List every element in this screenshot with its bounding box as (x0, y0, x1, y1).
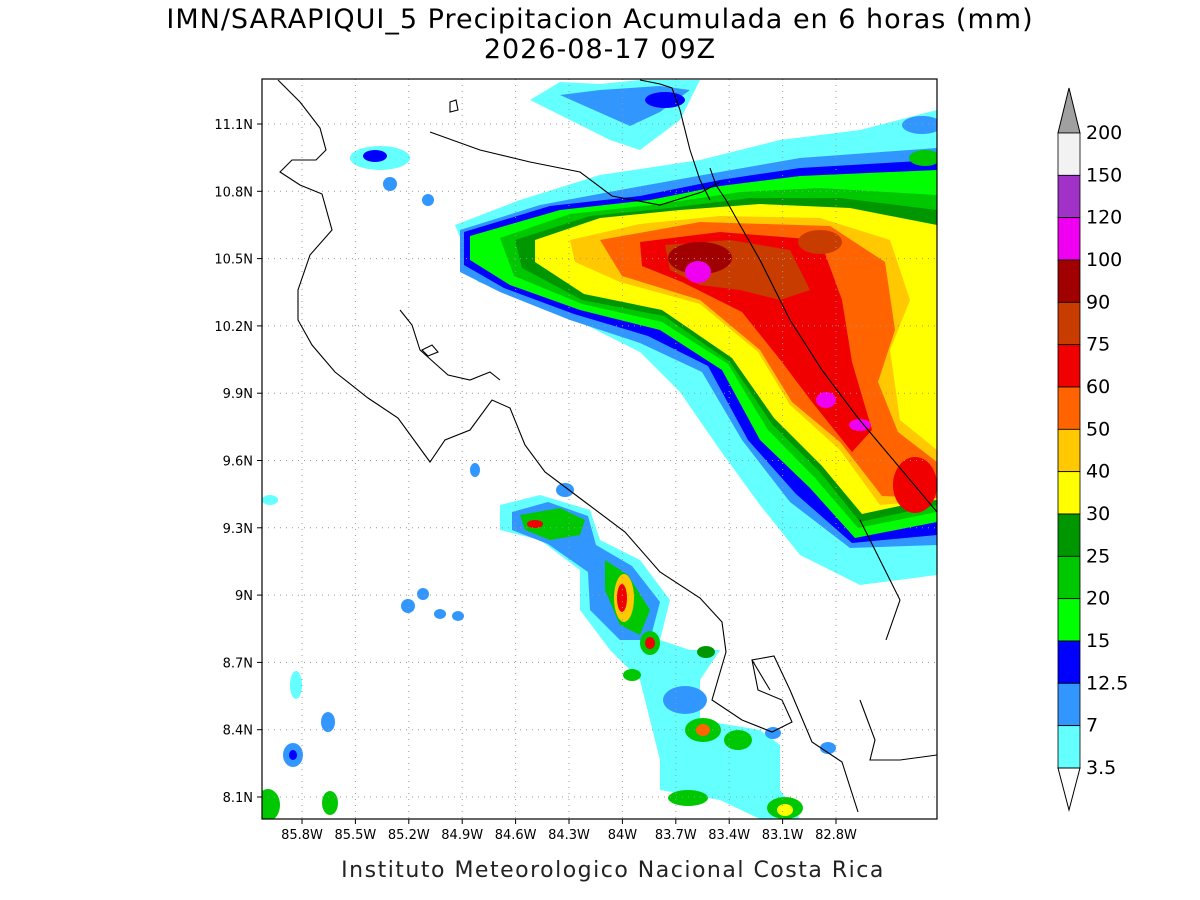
x-tick-label: 85.5W (334, 828, 376, 843)
y-tick-label: 10.2N (214, 320, 253, 335)
colorbar-box (1057, 386, 1081, 430)
colorbar-box (1057, 259, 1081, 303)
y-tick-label: 11.1N (214, 118, 253, 133)
colorbar-box (1057, 513, 1081, 557)
colorbar-label: 7 (1086, 715, 1098, 737)
colorbar-under (1057, 767, 1081, 812)
y-tick-label: 9N (235, 589, 253, 604)
colorbar-box (1057, 598, 1081, 642)
x-tick-label: 84.3W (548, 828, 590, 843)
colorbar-box (1057, 682, 1081, 727)
footer: Instituto Meteorologico Nacional Costa R… (341, 858, 885, 883)
colorbar: 200 150 120 100 90 75 60 50 40 30 25 20 15 12.5 7 3.5 (1057, 87, 1128, 812)
colorbar-label: 12.5 (1086, 672, 1128, 694)
title: IMN/SARAPIQUI_5 Precipitacion Acumulada … (166, 4, 1033, 35)
y-tick-label: 8.7N (223, 656, 253, 671)
colorbar-over (1057, 87, 1081, 134)
colorbar-label: 60 (1086, 376, 1110, 398)
colorbar-box (1057, 344, 1081, 388)
x-tick-label: 83.1W (762, 828, 804, 843)
x-tick-label: 85.2W (388, 828, 430, 843)
x-tick-label: 83.4W (708, 828, 750, 843)
colorbar-label: 200 (1086, 122, 1122, 144)
colorbar-box (1057, 217, 1081, 261)
colorbar-label: 3.5 (1086, 757, 1116, 779)
colorbar-box (1057, 555, 1081, 600)
y-tick-label: 9.9N (223, 387, 253, 402)
x-tick-label: 85.8W (281, 828, 323, 843)
colorbar-box (1057, 640, 1081, 684)
colorbar-label: 40 (1086, 461, 1110, 483)
colorbar-label: 150 (1086, 164, 1122, 186)
subtitle: 2026-08-17 09Z (484, 34, 716, 65)
colorbar-label: 90 (1086, 291, 1110, 313)
y-tick-label: 9.6N (223, 455, 253, 470)
colorbar-box (1057, 471, 1081, 515)
colorbar-box (1057, 725, 1081, 769)
colorbar-box (1057, 428, 1081, 473)
y-tick-label: 8.4N (223, 724, 253, 739)
colorbar-label: 15 (1086, 630, 1110, 652)
map-frame (261, 78, 938, 820)
colorbar-label: 50 (1086, 418, 1110, 440)
colorbar-label: 25 (1086, 545, 1110, 567)
colorbar-label: 20 (1086, 588, 1110, 610)
y-tick-label: 9.3N (223, 522, 253, 537)
precipitation-field (262, 80, 937, 819)
y-tick-label: 10.8N (214, 185, 253, 200)
x-tick-label: 84.9W (441, 828, 483, 843)
y-tick-label: 8.1N (223, 791, 253, 806)
colorbar-label: 30 (1086, 503, 1110, 525)
colorbar-label: 75 (1086, 334, 1110, 356)
x-tick-label: 84.6W (495, 828, 537, 843)
colorbar-box (1057, 301, 1081, 346)
coastlines (277, 79, 937, 813)
colorbar-label: 100 (1086, 249, 1122, 271)
colorbar-box (1057, 132, 1081, 176)
axis-labels: 85.8W 85.5W 85.2W 84.9W 84.6W 84.3W 84W 83.7W 83… (214, 118, 857, 843)
colorbar-label: 120 (1086, 207, 1122, 229)
y-tick-label: 10.5N (214, 253, 253, 268)
colorbar-box (1057, 174, 1081, 219)
x-tick-label: 82.8W (815, 828, 857, 843)
x-tick-label: 84W (608, 828, 638, 843)
x-tick-label: 83.7W (655, 828, 697, 843)
